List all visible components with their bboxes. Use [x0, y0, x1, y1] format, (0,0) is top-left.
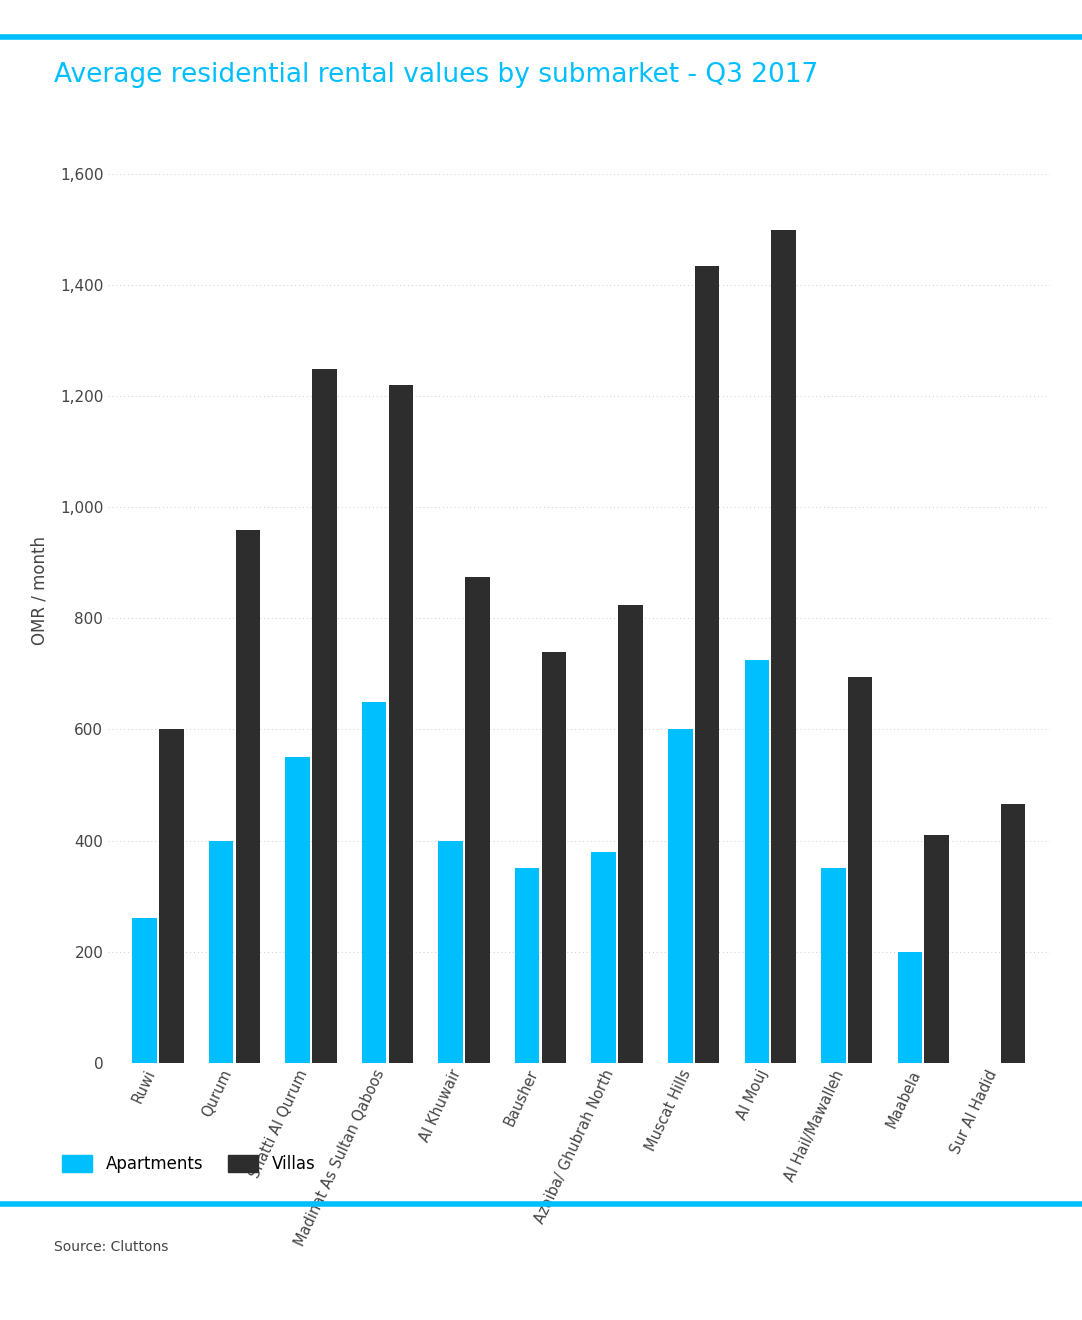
Text: Source: Cluttons: Source: Cluttons [54, 1241, 169, 1254]
Text: Average residential rental values by submarket - Q3 2017: Average residential rental values by sub… [54, 62, 818, 88]
Bar [924, 836, 949, 1063]
Bar [592, 851, 616, 1063]
Bar [361, 702, 386, 1063]
Bar [668, 730, 692, 1063]
Legend: Apartments, Villas: Apartments, Villas [63, 1155, 316, 1173]
Bar [132, 919, 157, 1063]
Bar [159, 730, 184, 1063]
Bar [821, 869, 845, 1063]
Bar [695, 265, 720, 1063]
Bar [898, 952, 922, 1063]
Bar [465, 577, 490, 1063]
Y-axis label: OMR / month: OMR / month [30, 536, 49, 645]
Bar [286, 758, 309, 1063]
Bar [771, 230, 796, 1063]
Bar [744, 660, 769, 1063]
Bar [618, 605, 643, 1063]
Bar [438, 841, 463, 1063]
Bar [1001, 804, 1026, 1063]
Bar [209, 841, 234, 1063]
Bar [313, 368, 337, 1063]
Bar [388, 385, 413, 1063]
Bar [542, 652, 566, 1063]
Bar [515, 869, 540, 1063]
Bar [848, 677, 872, 1063]
Bar [236, 529, 260, 1063]
